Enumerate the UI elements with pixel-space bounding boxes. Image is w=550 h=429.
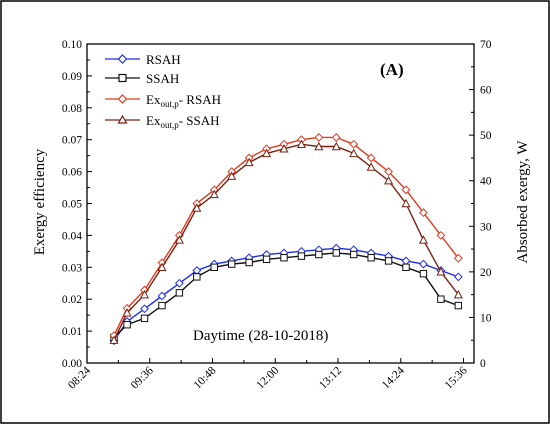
legend-item-ssah: SSAH	[105, 71, 179, 86]
series-2-point	[436, 230, 446, 240]
y-left-tick-label: 0.09	[62, 71, 82, 83]
y-axis-right-title: Absorbed exergy, W	[515, 140, 531, 264]
x-tick-label: 13:12	[317, 364, 344, 391]
y-right-tick-label: 20	[480, 267, 492, 279]
series-3-point	[384, 175, 394, 185]
series-3-point	[122, 308, 132, 317]
series-3-point	[244, 157, 254, 167]
y-left-tick-label: 0.06	[62, 167, 82, 179]
series-1-point	[210, 263, 218, 272]
series-3-point	[262, 148, 272, 158]
series-3-point	[279, 144, 289, 153]
series-2-point	[314, 133, 324, 142]
legend-item-rsah: RSAH	[105, 52, 181, 67]
series-0-point	[453, 272, 463, 282]
series-1-point	[245, 258, 253, 267]
series-3-point	[139, 289, 150, 299]
y-right-tick-label: 70	[480, 39, 492, 51]
series-2-point	[384, 167, 393, 177]
series-3-point	[436, 267, 446, 276]
series-0-point	[157, 291, 167, 301]
series-2-point	[453, 253, 463, 263]
y-right-tick-label: 0	[480, 358, 486, 370]
series-0-point	[174, 278, 184, 288]
legend-label-ssah: SSAH	[146, 71, 179, 86]
series-3-point	[296, 139, 306, 148]
y-left-tick-label: 0.02	[62, 294, 82, 306]
series-0-point	[140, 304, 149, 314]
series-1-point	[402, 263, 410, 272]
series-1-point	[158, 301, 166, 310]
series-2-point	[366, 153, 376, 163]
series-1-point	[367, 254, 375, 262]
y-left-tick-label: 0.07	[62, 135, 82, 147]
series-0-point	[401, 256, 411, 266]
series-1-point	[419, 269, 428, 278]
x-tick-label: 10:48	[192, 364, 219, 391]
legend-label-rsah: RSAH	[146, 52, 181, 67]
series-1-point	[437, 295, 445, 303]
y-right-tick-label: 10	[480, 312, 492, 324]
series-0-point	[419, 259, 428, 269]
series-2-point	[419, 208, 428, 218]
y-right-tick-label: 60	[480, 85, 492, 97]
x-tick-label: 15:36	[443, 364, 470, 391]
series-1-point	[262, 255, 271, 264]
series-1-point	[315, 250, 323, 259]
series-2-point	[401, 185, 411, 195]
series-1-point	[123, 321, 131, 329]
y-left-tick-label: 0.01	[62, 326, 82, 338]
series-3-point	[418, 235, 428, 244]
series-1-point	[332, 249, 340, 257]
series-2-point	[349, 139, 359, 149]
x-tick-label: 14:24	[380, 364, 407, 391]
y-left-tick-label: 0.05	[62, 199, 82, 211]
series-1-point	[384, 257, 393, 265]
legend: RSAH SSAH Exout,p- RSAH Exout,p- SSAH	[105, 52, 221, 130]
series-1-point	[454, 301, 463, 310]
legend-item-ex-rsah: Exout,p- RSAH	[105, 92, 221, 109]
y-left-tick-label: 0.03	[62, 262, 82, 274]
series-3-point	[109, 335, 119, 344]
series-3-point	[349, 148, 359, 158]
daytime-annotation: Daytime (28-10-2018)	[193, 328, 328, 344]
y-right-tick-label: 50	[480, 130, 492, 142]
series-3-point	[314, 141, 324, 151]
y-left-tick-label: 0.00	[62, 358, 82, 370]
series-3-point	[401, 198, 411, 208]
series-1-point	[175, 289, 184, 297]
series-1-point	[227, 260, 236, 268]
series-3-point	[366, 162, 376, 171]
x-tick-label: 09:36	[129, 364, 156, 391]
series-2-point	[331, 133, 341, 142]
series-3-point	[227, 171, 237, 180]
series-1-point	[280, 254, 288, 262]
legend-item-ex-ssah: Exout,p- SSAH	[105, 113, 220, 130]
series-3-point	[331, 141, 341, 151]
series-1-point	[140, 314, 149, 323]
series-1-point	[193, 273, 201, 281]
series-3-point	[174, 235, 184, 244]
y-axis-left-title: Exergy efficiency	[32, 148, 48, 255]
series-3-point	[209, 189, 219, 199]
y-left-tick-label: 0.10	[62, 39, 82, 51]
series-3-point	[453, 289, 463, 299]
series-1-point	[297, 252, 306, 260]
legend-label-ex-ssah: Exout,p- SSAH	[146, 113, 220, 130]
y-right-tick-label: 30	[480, 221, 492, 233]
series-3-point	[192, 203, 202, 212]
series-1-point	[350, 250, 358, 259]
y-right-tick-label: 40	[480, 176, 492, 188]
legend-label-ex-rsah: Exout,p- RSAH	[146, 92, 221, 109]
x-tick-label: 12:00	[254, 364, 281, 391]
y-left-tick-label: 0.08	[62, 103, 82, 115]
y-left-tick-label: 0.04	[62, 230, 82, 242]
series-line-3	[113, 143, 459, 341]
panel-label: (A)	[380, 60, 404, 79]
series-3-point	[157, 262, 167, 271]
